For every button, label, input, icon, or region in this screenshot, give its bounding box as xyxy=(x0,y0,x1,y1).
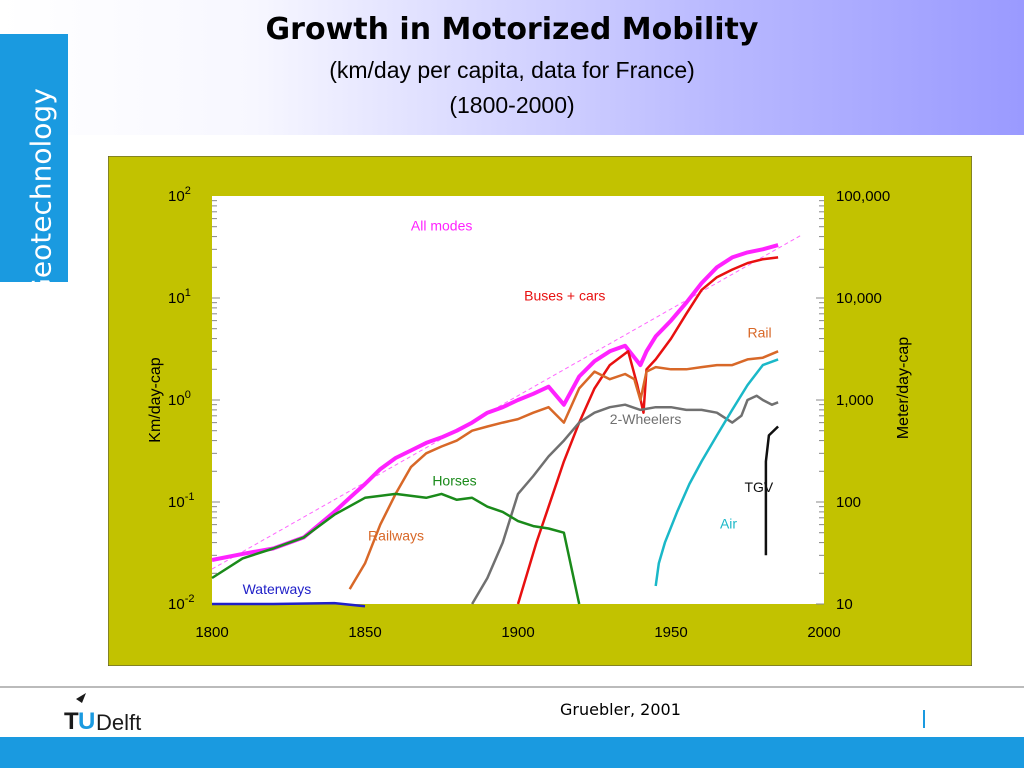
source-credit: Gruebler, 2001 xyxy=(560,700,681,719)
series-horses xyxy=(211,492,581,605)
x-tick-label: 1800 xyxy=(195,624,228,641)
tu-delft-logo: T U xyxy=(64,693,95,733)
y-tick-label-left: 101 xyxy=(168,287,191,307)
series-label-waterways: Waterways xyxy=(243,581,312,597)
page-subtitle-years: (1800-2000) xyxy=(449,92,575,118)
slide-marker xyxy=(923,710,925,728)
logo-letter-t: T xyxy=(64,708,79,733)
series-2-wheelers xyxy=(471,394,779,605)
header-band xyxy=(0,0,1024,135)
series-waterways xyxy=(212,601,366,608)
footer-divider xyxy=(0,686,1024,688)
logo-text: Delft xyxy=(96,710,142,735)
series-rail xyxy=(348,350,779,590)
y-axis-title-right: Meter/day-cap xyxy=(895,337,912,439)
y-tick-label-right: 10,000 xyxy=(836,290,882,307)
series-all-modes xyxy=(211,243,779,562)
series-label-2-wheelers: 2-Wheelers xyxy=(610,411,682,427)
x-tick-label: 2000 xyxy=(807,624,840,641)
y-tick-label-left: 102 xyxy=(168,185,191,205)
y-axis-title-left: Km/day-cap xyxy=(147,357,164,442)
series-tgv xyxy=(764,425,779,556)
page-subtitle: (km/day per capita, data for France) xyxy=(329,57,695,83)
y-tick-label-right: 100,000 xyxy=(836,188,890,205)
series-label-rail: Rail xyxy=(748,324,772,340)
series-label-tgv: TGV xyxy=(744,479,773,495)
series-label-buses-cars: Buses + cars xyxy=(524,288,605,304)
chart-panel: All modes Buses + cars Rail 2-Wheelers Horse… xyxy=(107,155,973,667)
series-label-air: Air xyxy=(720,515,737,531)
x-tick-label: 1850 xyxy=(348,624,381,641)
y-tick-label-left: 100 xyxy=(168,389,191,409)
y-tick-label-right: 1,000 xyxy=(836,392,874,409)
mobility-chart: All modes Buses + cars Rail 2-Wheelers Horse… xyxy=(107,155,973,667)
x-tick-label: 1950 xyxy=(654,624,687,641)
x-tick-label: 1900 xyxy=(501,624,534,641)
series-buses-cars xyxy=(516,256,779,605)
series-air xyxy=(654,358,779,587)
footer-bar xyxy=(0,737,1024,768)
side-tab[interactable]: Geotechnology xyxy=(0,34,68,300)
logo-letter-u: U xyxy=(78,708,95,733)
series-layer xyxy=(211,243,779,608)
series-label-railways: Railways xyxy=(368,527,424,543)
y-tick-label-left: 10-1 xyxy=(168,491,194,511)
y-tick-label-right: 10 xyxy=(836,596,853,613)
page-title: Growth in Motorized Mobility xyxy=(265,12,759,47)
flame-icon xyxy=(76,693,86,703)
side-tab-label: Geotechnology xyxy=(24,88,58,300)
y-tick-label-left: 10-2 xyxy=(168,593,194,613)
series-label-horses: Horses xyxy=(432,473,476,489)
axis-labels: 1800 1850 1900 1950 2000 102 101 100 10-1 10-2 100… xyxy=(147,185,912,641)
y-tick-label-right: 100 xyxy=(836,494,861,511)
series-label-all-modes: All modes xyxy=(411,217,472,233)
trend-line xyxy=(211,233,803,570)
series-labels: All modes Buses + cars Rail 2-Wheelers Horse… xyxy=(243,217,774,597)
